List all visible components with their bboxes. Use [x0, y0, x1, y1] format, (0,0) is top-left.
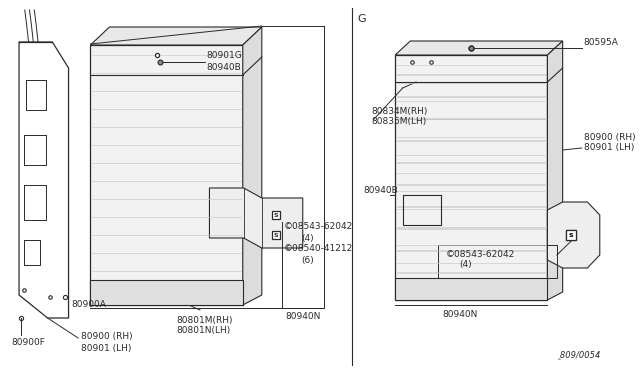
Text: 80901G: 80901G — [207, 51, 243, 60]
Polygon shape — [90, 45, 243, 305]
Text: 80940N: 80940N — [443, 310, 478, 319]
Polygon shape — [547, 202, 600, 268]
Polygon shape — [90, 280, 243, 305]
Text: 80940N: 80940N — [285, 312, 321, 321]
Text: 80900A: 80900A — [72, 300, 106, 309]
Polygon shape — [209, 188, 303, 248]
Text: 80901 (LH): 80901 (LH) — [81, 344, 131, 353]
Polygon shape — [395, 41, 563, 55]
Text: (4): (4) — [459, 260, 472, 269]
Text: ©08540-41212: ©08540-41212 — [284, 244, 353, 253]
Text: S: S — [274, 232, 278, 237]
Text: 80900 (RH): 80900 (RH) — [584, 133, 636, 142]
Polygon shape — [90, 27, 262, 45]
Text: 80940B: 80940B — [207, 63, 241, 72]
Polygon shape — [243, 27, 262, 305]
Text: S: S — [569, 232, 573, 237]
Text: 80900F: 80900F — [12, 338, 45, 347]
Text: S: S — [569, 232, 573, 237]
Text: ‸809/0054: ‸809/0054 — [558, 351, 602, 360]
Text: 80901 (LH): 80901 (LH) — [584, 143, 634, 152]
Text: S: S — [274, 212, 278, 218]
Text: 80834M(RH): 80834M(RH) — [371, 107, 428, 116]
Polygon shape — [395, 278, 547, 300]
Polygon shape — [395, 55, 547, 300]
Polygon shape — [547, 41, 563, 300]
Text: 80900 (RH): 80900 (RH) — [81, 332, 132, 341]
Text: 80595A: 80595A — [584, 38, 618, 47]
Text: ©08543-62042: ©08543-62042 — [284, 222, 353, 231]
Text: 80801N(LH): 80801N(LH) — [176, 326, 230, 335]
Text: 80940B: 80940B — [364, 186, 399, 195]
Text: (6): (6) — [301, 256, 314, 265]
Text: 80801M(RH): 80801M(RH) — [176, 316, 232, 325]
Text: ©08543-62042: ©08543-62042 — [445, 250, 515, 259]
Text: 80835M(LH): 80835M(LH) — [371, 117, 426, 126]
Text: (4): (4) — [301, 234, 314, 243]
Text: G: G — [357, 14, 365, 24]
